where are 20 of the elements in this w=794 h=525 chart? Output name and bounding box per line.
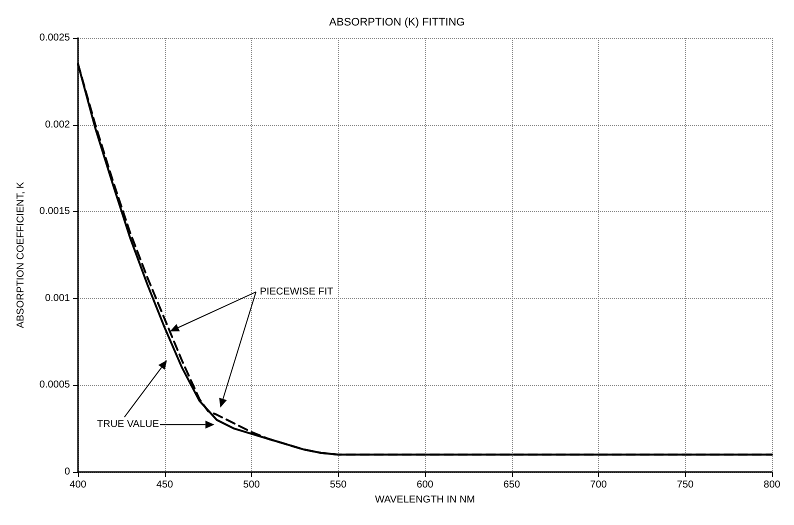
x-tick-label: 400 bbox=[70, 480, 87, 490]
annotation: PIECEWISE FIT bbox=[260, 286, 334, 298]
x-tick-label: 600 bbox=[416, 480, 434, 490]
chart-title: ABSORPTION (K) FITTING bbox=[329, 16, 465, 28]
annotation: TRUE VALUE bbox=[96, 419, 160, 430]
y-tick-label: 0.001 bbox=[44, 292, 70, 304]
x-tick-label: 650 bbox=[503, 480, 521, 490]
y-tick-label: 0 bbox=[64, 466, 70, 478]
y-tick-label: 0.002 bbox=[44, 119, 70, 130]
x-tick-label: 700 bbox=[590, 480, 608, 490]
y-tick-label: 0.0025 bbox=[39, 32, 70, 44]
x-tick-label: 750 bbox=[676, 480, 694, 490]
y-tick-label: 0.0015 bbox=[39, 206, 70, 218]
x-tick-label: 500 bbox=[243, 480, 260, 490]
x-axis-title: WAVELENGTH IN NM bbox=[374, 494, 476, 506]
x-tick-label: 550 bbox=[330, 480, 348, 490]
x-tick-label: 800 bbox=[764, 480, 781, 490]
y-tick-label: 0.0005 bbox=[39, 380, 70, 391]
y-axis-title: ABSORPTION COEFFICIENT, K bbox=[16, 182, 26, 328]
x-tick-label: 450 bbox=[156, 480, 174, 490]
